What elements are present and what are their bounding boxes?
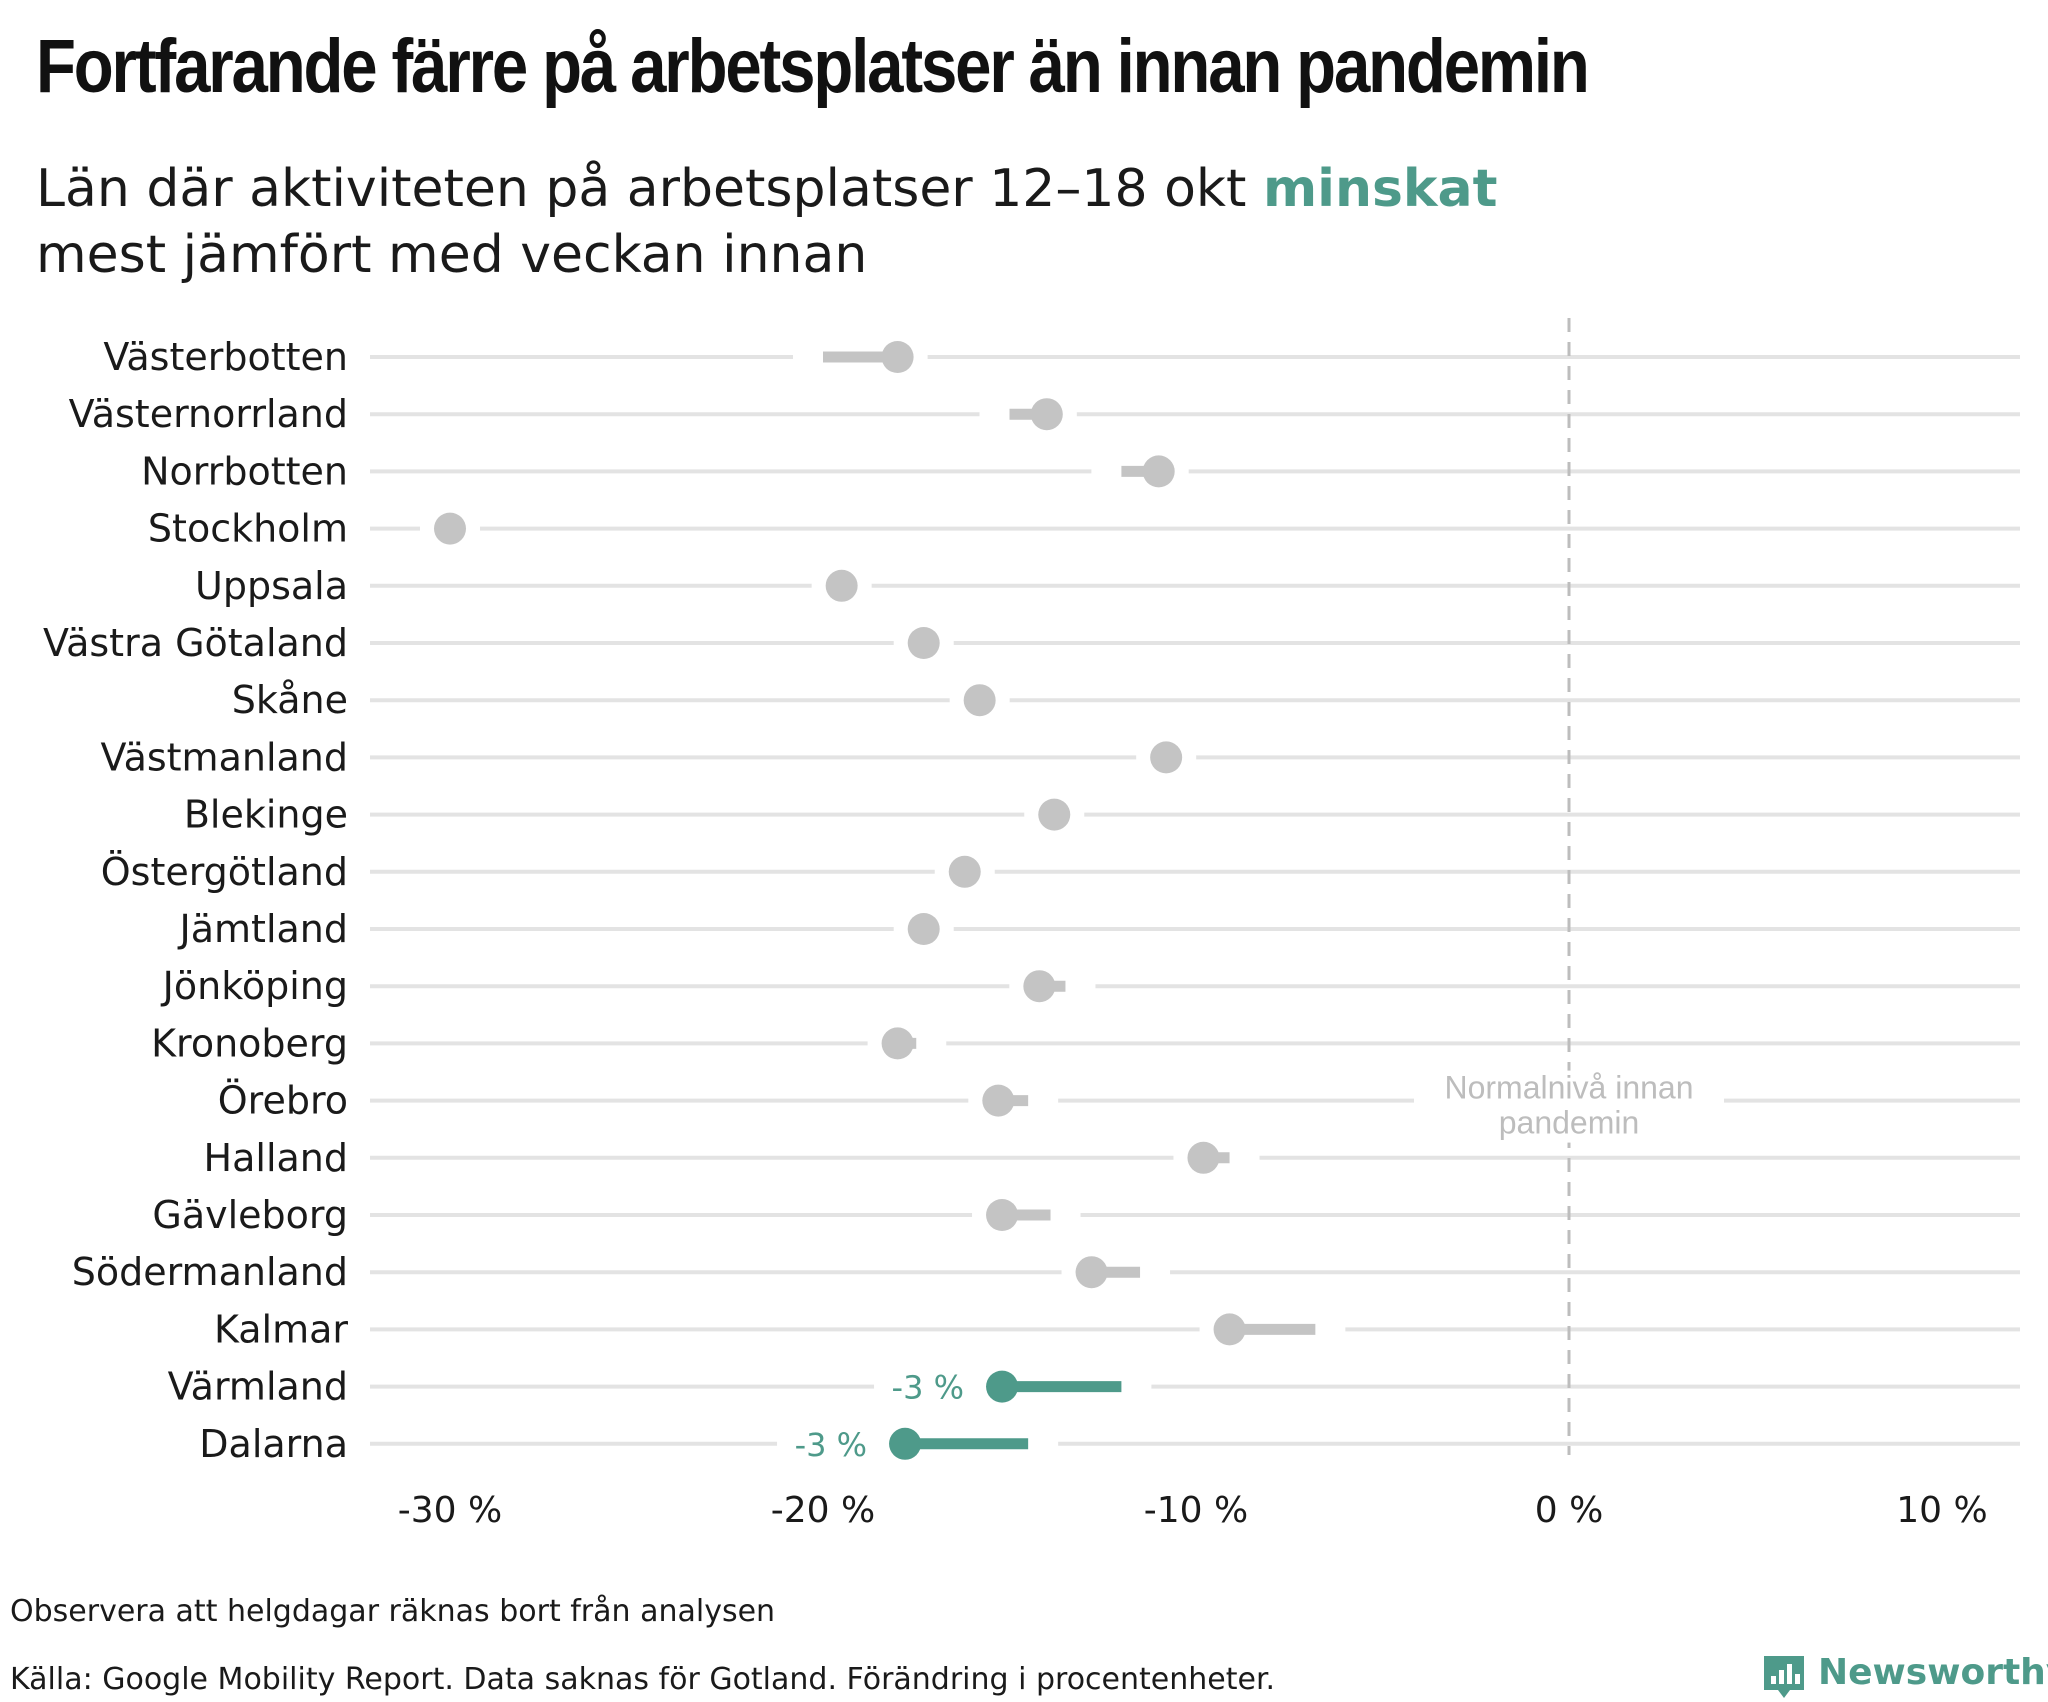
row-label: Skåne	[232, 678, 348, 722]
current-dot	[1142, 455, 1175, 488]
row-label: Jämtland	[178, 907, 348, 951]
row-label: Uppsala	[195, 564, 348, 608]
subtitle-highlight: minskat	[1262, 159, 1498, 219]
row-label: Kronoberg	[151, 1021, 348, 1065]
current-dot	[986, 1199, 1019, 1231]
reference-label-line-2: pandemin	[1499, 1105, 1640, 1141]
current-dot	[907, 913, 940, 945]
current-dot	[948, 855, 981, 888]
row-label: Västmanland	[101, 735, 348, 779]
current-dot	[1030, 398, 1063, 431]
reference-label-line-1: Normalnivå innan	[1444, 1070, 1693, 1106]
x-tick-label: -20 %	[771, 1490, 875, 1531]
x-tick-label: -10 %	[1144, 1490, 1248, 1531]
current-dot	[963, 684, 996, 717]
row-label: Värmland	[168, 1365, 348, 1409]
row-label: Gävleborg	[152, 1193, 348, 1237]
row-label: Blekinge	[184, 793, 348, 837]
x-tick-label: 10 %	[1896, 1490, 1987, 1531]
current-dot	[982, 1084, 1015, 1117]
current-dot	[1075, 1256, 1108, 1289]
current-dot	[1023, 970, 1056, 1003]
subtitle-line-2: mest jämfört med veckan innan	[36, 225, 868, 285]
current-dot	[434, 512, 466, 545]
row-label: Halland	[204, 1136, 348, 1180]
row-label: Västerbotten	[103, 335, 348, 379]
current-dot	[907, 627, 940, 659]
row-label: Södermanland	[72, 1250, 348, 1294]
x-tick-label: -30 %	[398, 1490, 502, 1531]
current-dot	[881, 341, 914, 373]
current-dot	[1038, 798, 1071, 831]
row-label: Dalarna	[199, 1422, 348, 1466]
newsworthy-logo-icon	[1764, 1656, 1804, 1698]
row-label: Norrbotten	[141, 449, 348, 493]
footnote-source: Källa: Google Mobility Report. Data sakn…	[10, 1662, 1276, 1697]
current-dot	[1213, 1313, 1246, 1346]
row-label: Örebro	[218, 1079, 348, 1123]
chart-title: Fortfarande färre på arbetsplatser än in…	[36, 24, 1590, 109]
change-data-label: -3 %	[795, 1426, 867, 1464]
x-tick-label: 0 %	[1535, 1490, 1604, 1531]
current-dot	[825, 569, 858, 602]
current-dot	[881, 1027, 914, 1060]
row-label: Östergötland	[101, 850, 348, 894]
row-label: Västra Götaland	[43, 621, 348, 665]
brand-name: Newsworthy	[1818, 1652, 2048, 1693]
row-label: Stockholm	[148, 507, 348, 551]
current-dot	[986, 1370, 1019, 1403]
row-label: Jönköping	[161, 964, 348, 1008]
row-label: Västernorrland	[69, 392, 348, 436]
row-label: Kalmar	[214, 1307, 348, 1351]
reference-label-bg	[1419, 1070, 1719, 1143]
change-data-label: -3 %	[892, 1369, 964, 1407]
current-dot	[889, 1427, 922, 1460]
footnote-note: Observera att helgdagar räknas bort från…	[10, 1594, 776, 1629]
subtitle-prefix: Län där aktiviteten på arbetsplatser 12–…	[36, 159, 1263, 219]
current-dot	[1150, 741, 1183, 774]
subtitle-line-1: Län där aktiviteten på arbetsplatser 12–…	[36, 156, 1497, 222]
current-dot	[1187, 1141, 1220, 1174]
chart-subtitle: Län där aktiviteten på arbetsplatser 12–…	[36, 156, 1497, 288]
